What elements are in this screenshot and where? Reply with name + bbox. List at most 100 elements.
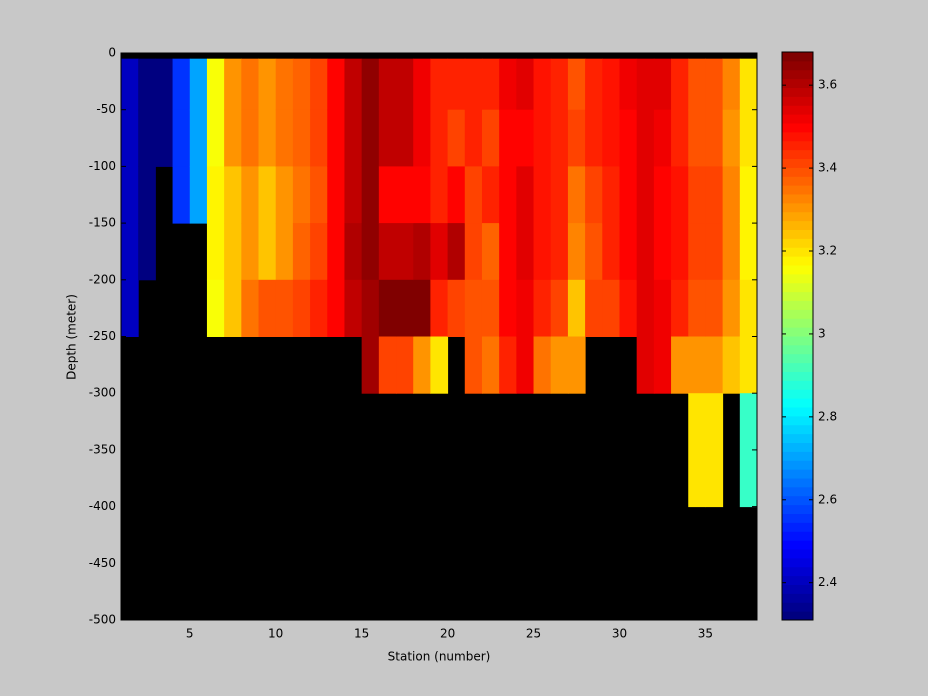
- heatmap-cell: [636, 58, 655, 111]
- heatmap-cell: [121, 223, 139, 281]
- heatmap-cell: [705, 279, 724, 337]
- heatmap-cell: [396, 223, 414, 281]
- colorbar-band: [782, 202, 813, 213]
- colorbar-band: [782, 185, 813, 195]
- colorbar-band: [782, 486, 813, 497]
- heatmap-cell: [396, 279, 414, 337]
- heatmap-cell: [739, 109, 758, 167]
- colorbar-tick-label: 3: [818, 326, 826, 340]
- colorbar-band: [782, 557, 813, 568]
- heatmap-cell: [292, 223, 311, 281]
- colorbar-band: [782, 60, 813, 71]
- heatmap-cell: [310, 279, 328, 337]
- heatmap-cell: [206, 58, 225, 111]
- heatmap-cell: [378, 109, 397, 167]
- heatmap-cell: [499, 279, 517, 337]
- heatmap-cell: [602, 166, 620, 224]
- heatmap-cell: [430, 336, 449, 394]
- heatmap-cell: [224, 109, 242, 167]
- heatmap-cell: [739, 166, 758, 224]
- heatmap-cell: [671, 58, 689, 111]
- heatmap-cell: [241, 223, 260, 281]
- heatmap-cell: [636, 336, 655, 394]
- heatmap-cell: [413, 166, 431, 224]
- colorbar-band: [782, 105, 813, 115]
- y-tick-label: 0: [108, 46, 116, 60]
- colorbar-band: [782, 300, 813, 310]
- colorbar-band: [782, 540, 813, 550]
- colorbar-band: [782, 575, 813, 585]
- heatmap-cell: [378, 279, 397, 337]
- colorbar-band: [782, 78, 813, 88]
- heatmap-cell: [671, 279, 689, 337]
- colorbar-band: [782, 194, 813, 204]
- colorbar-band: [782, 407, 813, 417]
- colorbar-tick-label: 3.2: [818, 244, 837, 258]
- heatmap-cell: [413, 279, 431, 337]
- heatmap-cell: [516, 279, 535, 337]
- colorbar-band: [782, 87, 813, 97]
- heatmap-cell: [310, 223, 328, 281]
- colorbar-band: [782, 531, 813, 541]
- heatmap-cell: [619, 166, 638, 224]
- colorbar-tick-label: 2.8: [818, 409, 837, 423]
- heatmap-cell: [671, 166, 689, 224]
- heatmap-cell: [516, 336, 535, 394]
- heatmap-cell: [464, 58, 483, 111]
- heatmap-cell: [292, 279, 311, 337]
- heatmap-cell: [516, 58, 535, 111]
- heatmap-cell: [344, 279, 363, 337]
- heatmap-cell: [671, 336, 689, 394]
- x-tick-label: 15: [354, 627, 369, 641]
- heatmap-cell: [327, 109, 345, 167]
- colorbar-band: [782, 273, 813, 284]
- heatmap-cell: [722, 336, 741, 394]
- heatmap-cell: [688, 279, 706, 337]
- heatmap-cell: [499, 166, 517, 224]
- heatmap-cell: [447, 109, 466, 167]
- heatmap-cell: [533, 166, 552, 224]
- colorbar-band: [782, 522, 813, 532]
- heatmap-cell: [653, 109, 672, 167]
- x-tick-label: 5: [186, 627, 194, 641]
- colorbar-band: [782, 149, 813, 159]
- heatmap-cell: [258, 223, 277, 281]
- colorbar-band: [782, 282, 813, 293]
- heatmap-cell: [292, 166, 311, 224]
- heatmap-cell: [739, 336, 758, 394]
- heatmap-cell: [430, 279, 449, 337]
- y-tick-label: -300: [89, 386, 116, 400]
- heatmap-cell: [619, 279, 638, 337]
- heatmap-cell: [447, 279, 466, 337]
- colorbar-band: [782, 398, 813, 408]
- colorbar-band: [782, 442, 813, 452]
- colorbar-band: [782, 389, 813, 399]
- colorbar-band: [782, 96, 813, 106]
- heatmap-cell: [172, 58, 191, 111]
- heatmap-cell: [206, 166, 225, 224]
- heatmap-cell: [481, 166, 500, 224]
- heatmap-cell: [224, 223, 242, 281]
- x-tick-label: 20: [440, 627, 455, 641]
- heatmap-cell: [533, 58, 552, 111]
- colorbar-band: [782, 238, 813, 248]
- heatmap-cell: [585, 58, 603, 111]
- heatmap-cell: [567, 223, 586, 281]
- heatmap-cell: [121, 58, 139, 111]
- heatmap-cell: [739, 393, 758, 508]
- heatmap-cell: [653, 223, 672, 281]
- heatmap-cell: [602, 58, 620, 111]
- heatmap-cell: [224, 58, 242, 111]
- heatmap-cell: [275, 58, 294, 111]
- y-tick-label: -200: [89, 272, 116, 286]
- heatmap-cell: [567, 279, 586, 337]
- heatmap-cell: [516, 109, 535, 167]
- heatmap-cell: [361, 109, 380, 167]
- heatmap-cell: [241, 109, 260, 167]
- heatmap-cell: [481, 109, 500, 167]
- heatmap-cell: [310, 109, 328, 167]
- x-tick-label: 30: [612, 627, 627, 641]
- y-tick-label: -450: [89, 556, 116, 570]
- colorbar-tick-label: 3.4: [818, 161, 837, 175]
